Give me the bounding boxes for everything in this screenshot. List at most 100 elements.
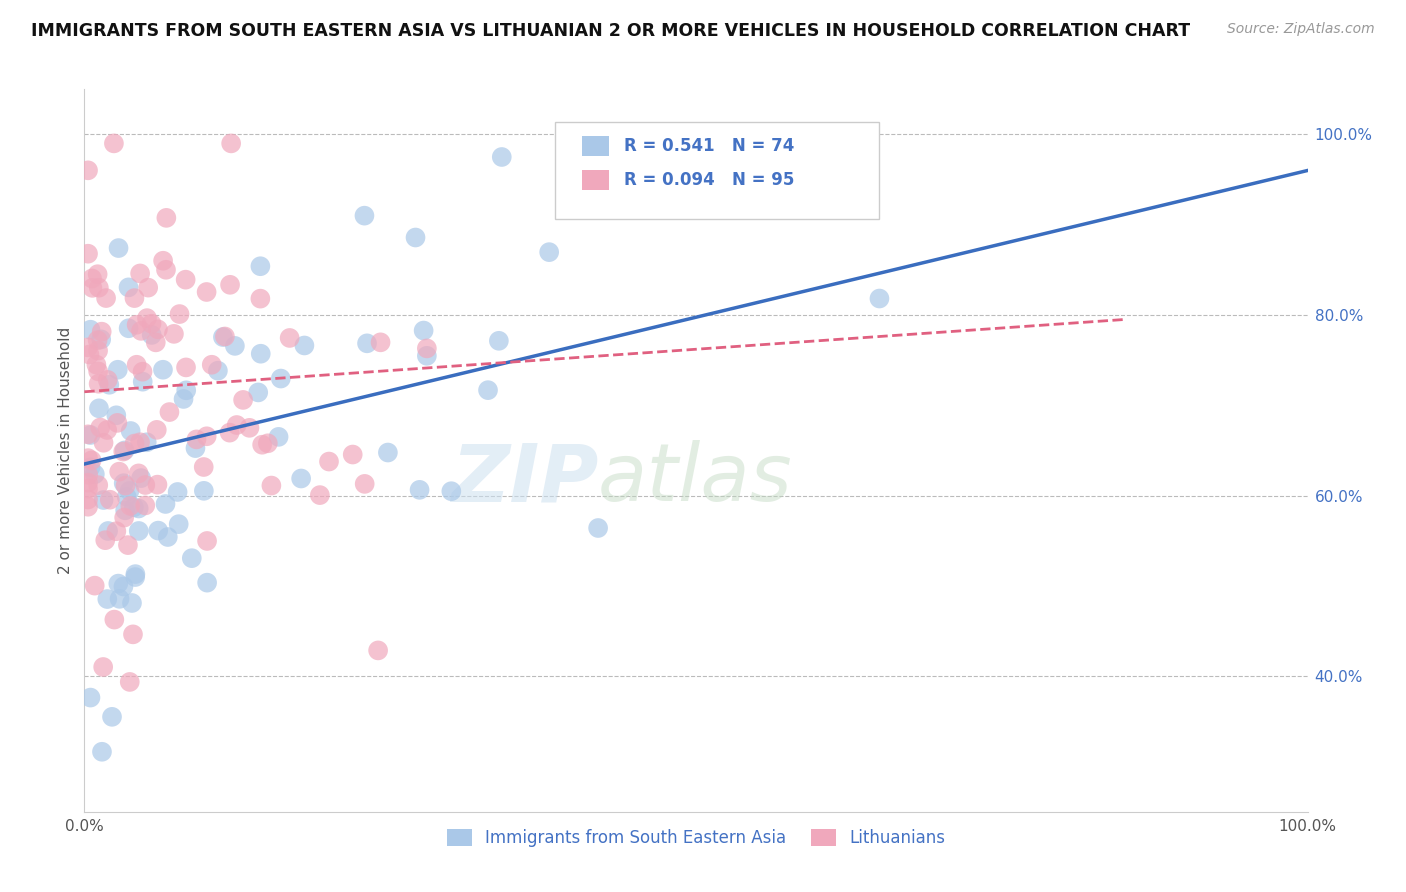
Point: [86, 333, 108, 347]
Point: [103, 136, 125, 151]
Point: [120, 424, 142, 438]
Point: [101, 710, 124, 724]
Point: [408, 483, 430, 497]
Point: [416, 342, 439, 356]
Point: [155, 211, 177, 225]
Text: ZIP: ZIP: [451, 441, 598, 518]
Point: [108, 465, 131, 479]
Point: [93, 493, 115, 508]
Point: [124, 570, 146, 584]
Point: [129, 267, 152, 281]
Point: [370, 335, 392, 350]
Point: [77, 451, 100, 466]
Point: [488, 334, 510, 348]
Point: [195, 285, 218, 299]
Point: [249, 259, 271, 273]
Point: [77, 340, 100, 354]
Point: [318, 454, 340, 468]
Point: [83, 467, 105, 482]
Text: atlas: atlas: [598, 441, 793, 518]
Point: [125, 358, 148, 372]
Point: [278, 331, 301, 345]
Point: [114, 503, 136, 517]
Point: [195, 429, 218, 443]
Point: [405, 230, 427, 244]
Point: [87, 343, 110, 358]
Point: [132, 375, 155, 389]
Point: [90, 325, 112, 339]
Point: [128, 501, 150, 516]
Point: [124, 567, 146, 582]
Point: [94, 291, 117, 305]
Point: [122, 627, 145, 641]
Point: [87, 401, 110, 416]
Point: [377, 445, 399, 459]
Point: [145, 335, 167, 350]
Point: [105, 524, 128, 539]
Point: [135, 435, 157, 450]
Point: [117, 538, 139, 552]
Point: [79, 690, 101, 705]
Point: [97, 373, 120, 387]
Point: [146, 477, 169, 491]
Point: [232, 392, 254, 407]
Point: [146, 423, 169, 437]
Point: [195, 575, 218, 590]
Point: [103, 613, 125, 627]
Point: [491, 150, 513, 164]
FancyBboxPatch shape: [555, 121, 880, 219]
Point: [90, 332, 112, 346]
Point: [250, 438, 273, 452]
Point: [96, 423, 118, 437]
Point: [270, 371, 292, 385]
Point: [219, 277, 242, 292]
Point: [114, 478, 136, 492]
Point: [212, 330, 235, 344]
Point: [129, 471, 152, 485]
Point: [77, 163, 100, 178]
Point: [98, 377, 121, 392]
Point: [112, 476, 135, 491]
Point: [87, 281, 110, 295]
Point: [141, 327, 163, 342]
Point: [141, 317, 163, 331]
Point: [112, 510, 135, 524]
Point: [112, 579, 135, 593]
Point: [267, 430, 290, 444]
Point: [87, 364, 110, 378]
Point: [93, 435, 115, 450]
Point: [122, 500, 145, 515]
Point: [114, 443, 136, 458]
Point: [353, 476, 375, 491]
Point: [201, 358, 224, 372]
Point: [477, 383, 499, 397]
Point: [120, 499, 142, 513]
Y-axis label: 2 or more Vehicles in Household: 2 or more Vehicles in Household: [58, 326, 73, 574]
Point: [224, 339, 246, 353]
Point: [79, 428, 101, 442]
Point: [416, 349, 439, 363]
Point: [257, 436, 280, 450]
Point: [77, 246, 100, 260]
Point: [87, 478, 110, 492]
Point: [108, 591, 131, 606]
Point: [98, 492, 121, 507]
Point: [249, 347, 271, 361]
Text: Source: ZipAtlas.com: Source: ZipAtlas.com: [1227, 22, 1375, 37]
Point: [218, 425, 240, 440]
Point: [86, 358, 108, 372]
Point: [155, 262, 177, 277]
Point: [146, 322, 169, 336]
Point: [193, 460, 215, 475]
Point: [156, 530, 179, 544]
Point: [238, 421, 260, 435]
Point: [193, 483, 215, 498]
Point: [869, 292, 891, 306]
Point: [77, 475, 100, 490]
Point: [131, 365, 153, 379]
Point: [152, 253, 174, 268]
Bar: [582, 169, 609, 190]
Point: [89, 420, 111, 434]
Point: [128, 467, 150, 481]
Point: [783, 128, 806, 142]
